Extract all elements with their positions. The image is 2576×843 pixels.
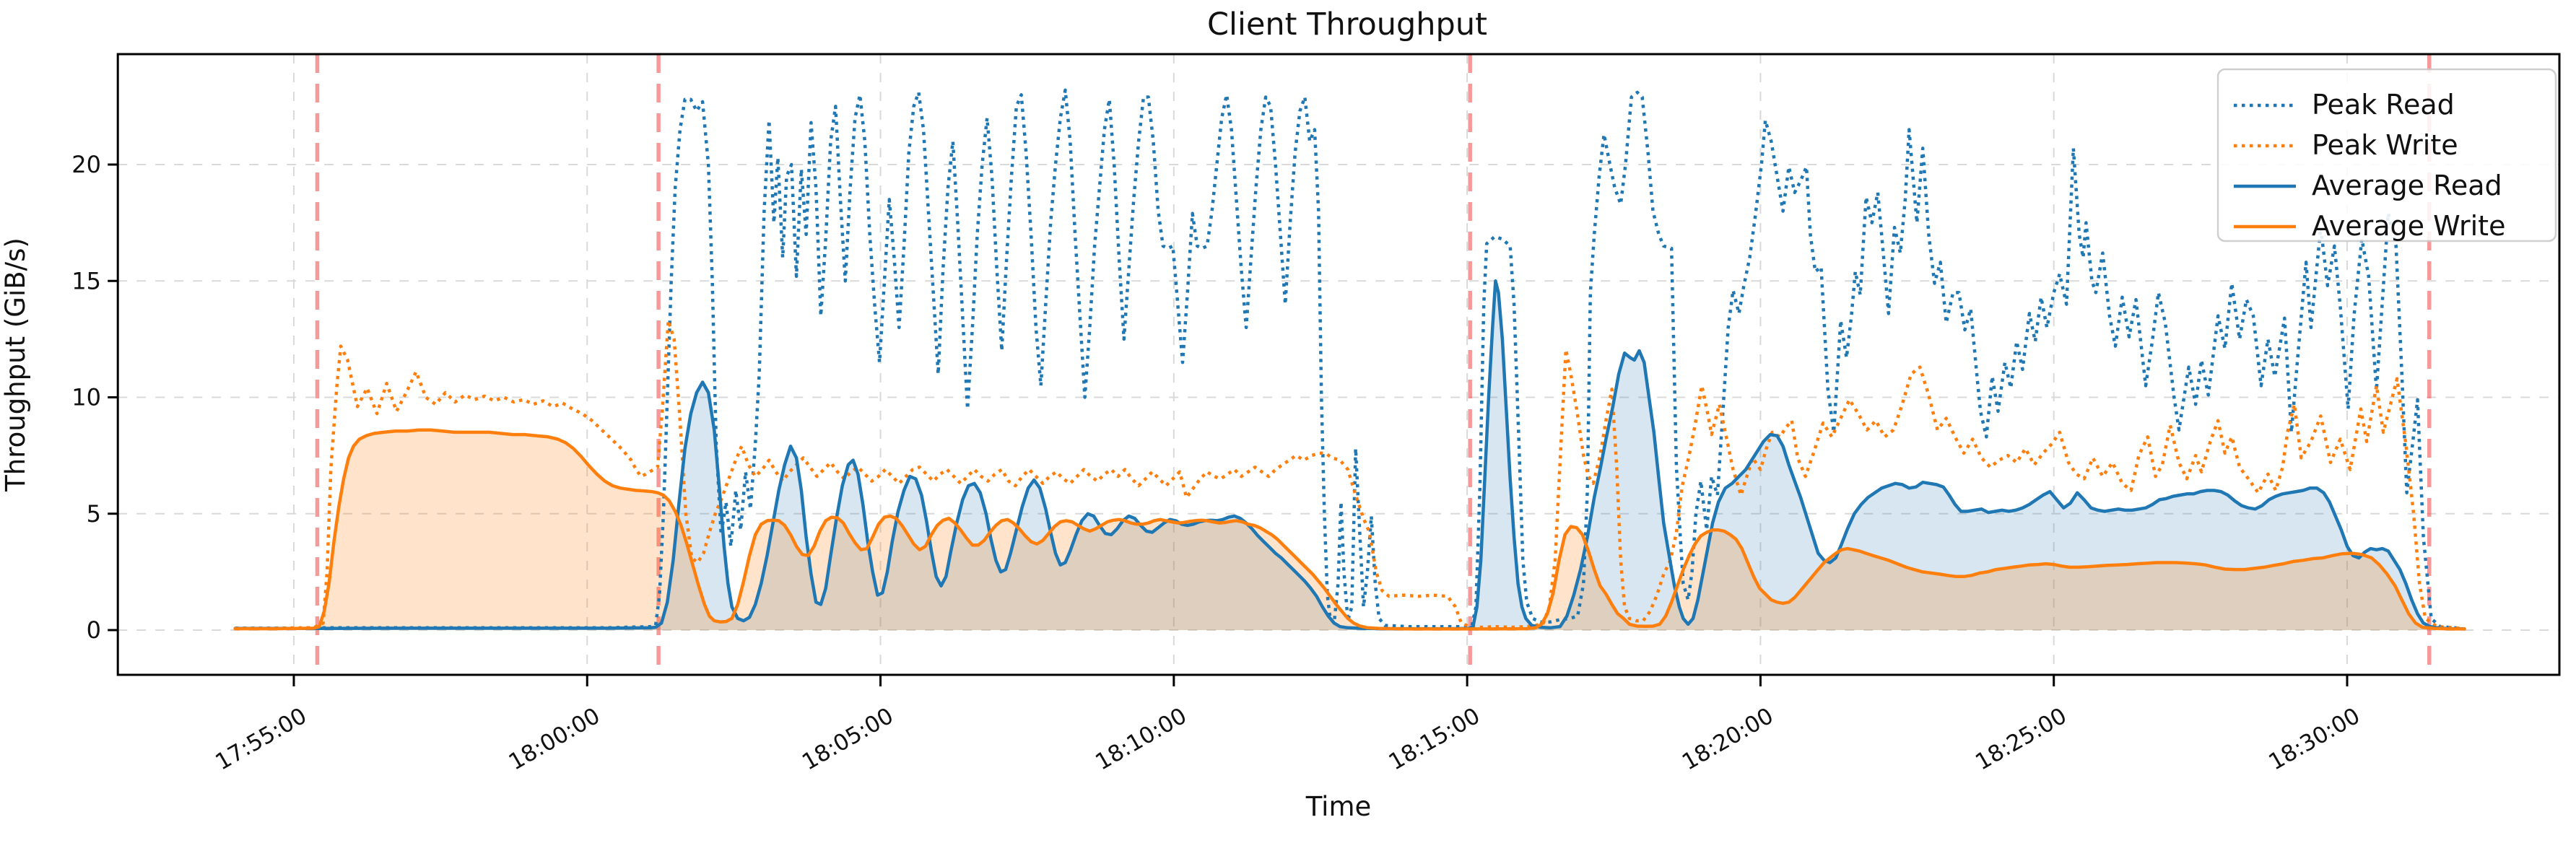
y-tick-label: 20: [71, 151, 101, 178]
x-tick-label: 18:20:00: [1678, 703, 1778, 776]
legend-label: Peak Write: [2312, 129, 2458, 161]
x-tick-label: 17:55:00: [211, 703, 311, 776]
y-tick-label: 10: [71, 384, 101, 411]
legend-label: Average Write: [2312, 210, 2505, 242]
series-line-peak-read: [235, 88, 2465, 631]
legend-label: Peak Read: [2312, 89, 2455, 121]
y-tick-label: 15: [71, 267, 101, 294]
legend-box: [2216, 68, 2557, 243]
x-tick-label: 18:25:00: [1971, 703, 2071, 776]
plot-frame: [116, 53, 2561, 676]
x-axis-label: Time: [1305, 791, 1372, 822]
grid-lines: [118, 54, 2559, 675]
plot-area: [233, 88, 2466, 631]
series-line-average-write: [233, 428, 2466, 631]
series-area-average-read: [235, 281, 2465, 630]
series-area-average-write: [235, 429, 2465, 630]
x-tick-label: 18:10:00: [1091, 703, 1191, 776]
y-tick-label: 5: [87, 500, 101, 528]
x-tick-label: 18:00:00: [505, 703, 605, 776]
series-line-average-read: [233, 279, 2466, 631]
chart-title: Client Throughput: [1207, 6, 1487, 43]
legend: Peak Read Peak Write Average Read Average W…: [2216, 68, 2557, 243]
x-tick-label: 18:15:00: [1385, 703, 1485, 776]
x-tick-label: 18:30:00: [2264, 703, 2364, 776]
series-line-peak-write: [235, 318, 2465, 631]
legend-label: Average Read: [2312, 170, 2502, 201]
y-axis-label: Throughput (GiB/s): [0, 237, 31, 492]
y-tick-label: 0: [87, 616, 101, 644]
x-tick-label: 18:05:00: [798, 703, 898, 776]
